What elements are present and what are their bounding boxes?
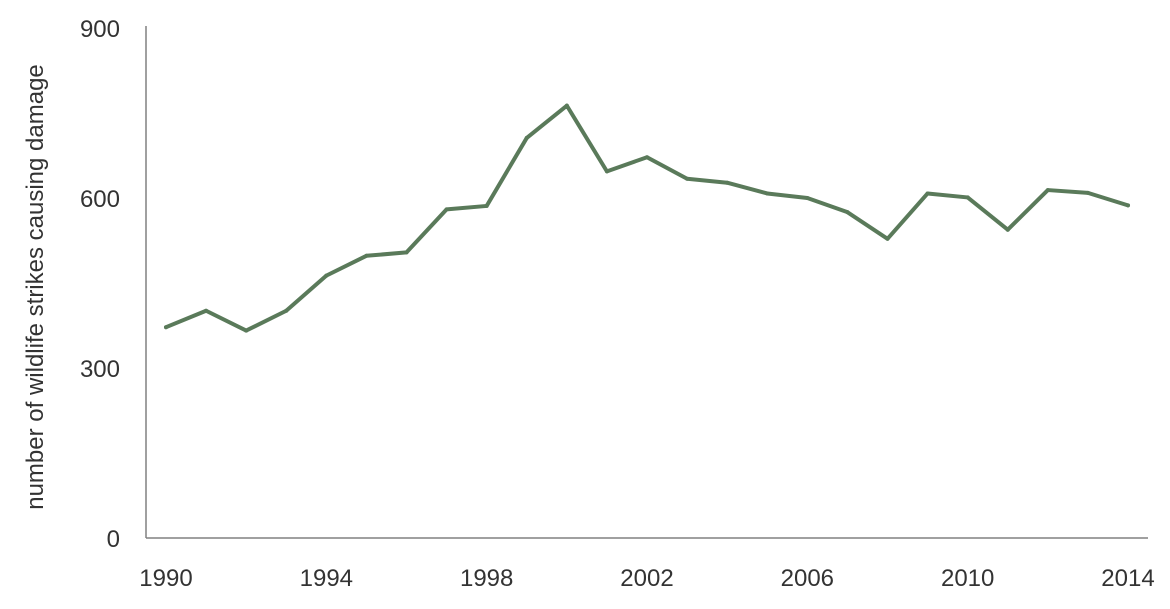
- data-point: [564, 103, 569, 108]
- y-tick-label: 600: [80, 186, 120, 213]
- y-tick-labels: 0 300 600 900: [80, 16, 120, 553]
- x-tick-label: 2006: [781, 565, 834, 592]
- data-point: [765, 191, 770, 196]
- data-point: [204, 308, 209, 313]
- data-point: [845, 210, 850, 215]
- data-point: [805, 196, 810, 200]
- data-point: [444, 207, 449, 212]
- data-point: [685, 176, 690, 181]
- x-tick-label: 1994: [300, 565, 353, 592]
- data-point: [1085, 190, 1090, 195]
- data-point: [324, 273, 329, 278]
- data-point: [164, 325, 168, 330]
- series-line: [164, 103, 1130, 333]
- data-point: [364, 253, 369, 258]
- data-point: [244, 328, 249, 333]
- x-tick-labels: 1990 1994 1998 2002 2006 2010 2014: [139, 565, 1154, 592]
- data-point: [645, 155, 649, 160]
- data-point: [925, 191, 930, 196]
- data-point: [1045, 188, 1050, 193]
- x-tick-label: 2010: [941, 565, 994, 592]
- x-tick-label: 1998: [460, 565, 513, 592]
- data-point: [1126, 203, 1130, 208]
- y-tick-label: 900: [80, 16, 120, 43]
- data-point: [404, 250, 409, 255]
- series-group: [164, 103, 1130, 333]
- y-axis-title: number of wildlife strikes causing damag…: [22, 64, 49, 510]
- data-point: [725, 180, 730, 185]
- data-point: [965, 195, 970, 200]
- data-point: [604, 169, 609, 174]
- data-point: [1005, 227, 1010, 232]
- x-tick-label: 2002: [620, 565, 673, 592]
- data-point: [484, 203, 489, 208]
- x-tick-label: 1990: [139, 565, 192, 592]
- data-point: [284, 308, 289, 313]
- data-point: [524, 135, 529, 140]
- y-tick-label: 0: [107, 526, 120, 553]
- x-tick-label: 2014: [1101, 565, 1154, 592]
- data-point: [885, 236, 890, 241]
- y-tick-label: 300: [80, 356, 120, 383]
